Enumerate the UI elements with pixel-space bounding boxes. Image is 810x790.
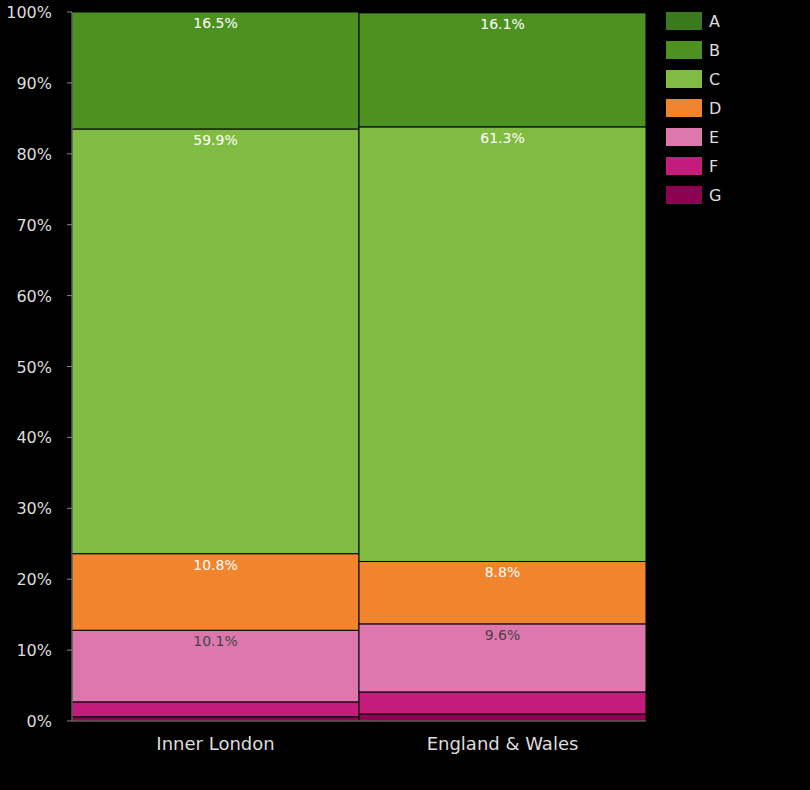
y-tick	[67, 224, 72, 225]
legend-label: D	[709, 99, 721, 118]
y-tick-label: 30%	[16, 499, 52, 518]
bar-segment	[72, 12, 359, 129]
bar-segment	[359, 127, 646, 562]
legend-label: C	[709, 70, 720, 89]
bar-segment	[72, 129, 359, 554]
data-label: 61.3%	[480, 130, 524, 146]
y-tick-label: 70%	[16, 216, 52, 235]
y-tick-label: 100%	[6, 3, 52, 22]
legend-label: G	[709, 186, 721, 205]
y-tick	[67, 508, 72, 509]
data-label: 16.1%	[480, 16, 524, 32]
legend-swatch	[666, 186, 702, 204]
bar-segment	[72, 12, 359, 13]
y-tick	[67, 366, 72, 367]
legend-label: B	[709, 41, 720, 60]
y-tick-label: 90%	[16, 74, 52, 93]
y-tick	[67, 153, 72, 154]
legend-swatch	[666, 157, 702, 175]
x-axis	[72, 721, 646, 722]
legend-swatch	[666, 41, 702, 59]
bar-segment	[359, 624, 646, 692]
legend-swatch	[666, 12, 702, 30]
data-label: 59.9%	[193, 132, 237, 148]
x-tick-label: Inner London	[156, 733, 274, 754]
y-tick-label: 10%	[16, 641, 52, 660]
bar-segment	[72, 554, 359, 631]
bars	[72, 12, 646, 721]
legend-label: F	[709, 157, 718, 176]
y-tick	[67, 82, 72, 83]
background	[0, 0, 810, 790]
data-label: 10.1%	[193, 633, 237, 649]
legend-swatch	[666, 128, 702, 146]
y-tick	[67, 295, 72, 296]
data-label: 16.5%	[193, 15, 237, 31]
y-tick-label: 20%	[16, 570, 52, 589]
y-tick	[67, 437, 72, 438]
y-tick	[67, 12, 72, 13]
legend-label: A	[709, 12, 720, 31]
bar-segment	[359, 12, 646, 13]
y-tick-label: 0%	[27, 712, 52, 731]
data-label: 8.8%	[485, 564, 521, 580]
chart: 0% 10% 20% 30% 40% 50% 60% 70% 80% 90% 100% Inner L…	[0, 0, 810, 790]
y-axis	[72, 12, 73, 721]
y-tick	[67, 650, 72, 651]
y-tick-label: 40%	[16, 428, 52, 447]
x-tick-label: England & Wales	[427, 733, 579, 754]
y-tick	[67, 721, 72, 722]
y-tick-label: 50%	[16, 358, 52, 377]
bar-segment	[359, 561, 646, 623]
bar-segment	[72, 702, 359, 717]
bar-segment	[72, 717, 359, 721]
legend-swatch	[666, 70, 702, 88]
bar-segment	[72, 630, 359, 702]
legend-label: E	[709, 128, 719, 147]
y-tick	[67, 579, 72, 580]
bar-segment	[359, 692, 646, 714]
y-tick-label: 60%	[16, 287, 52, 306]
data-label: 10.8%	[193, 557, 237, 573]
data-label: 9.6%	[485, 627, 521, 643]
bar-segment	[359, 13, 646, 127]
y-tick-label: 80%	[16, 145, 52, 164]
legend-swatch	[666, 99, 702, 117]
bar-segment	[359, 714, 646, 721]
